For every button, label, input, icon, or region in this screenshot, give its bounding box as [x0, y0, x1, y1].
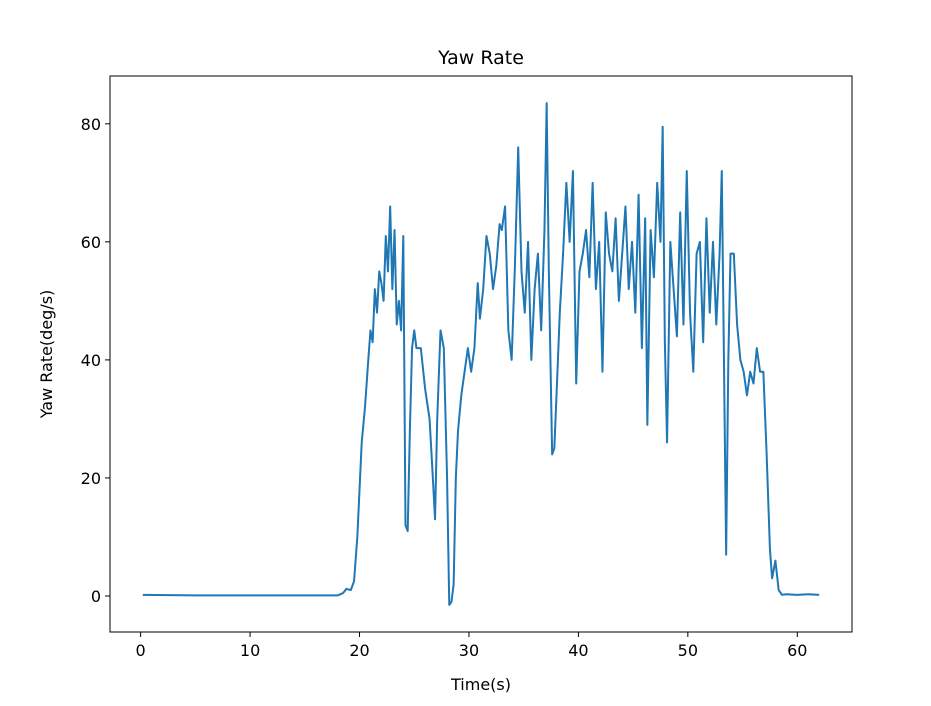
x-tick-label: 10 — [240, 641, 260, 660]
x-axis-label: Time(s) — [450, 675, 511, 694]
y-tick-label: 40 — [81, 351, 101, 370]
y-tick-label: 20 — [81, 469, 101, 488]
x-tick-label: 20 — [349, 641, 369, 660]
y-tick-label: 60 — [81, 233, 101, 252]
y-axis-label: Yaw Rate(deg/s) — [37, 290, 56, 420]
chart-title: Yaw Rate — [437, 47, 524, 69]
x-tick-label: 30 — [459, 641, 479, 660]
x-tick-label: 50 — [678, 641, 698, 660]
x-tick-label: 0 — [136, 641, 146, 660]
x-tick-label: 60 — [787, 641, 807, 660]
y-tick-label: 0 — [91, 587, 101, 606]
plot-frame — [109, 75, 853, 633]
y-tick-label: 80 — [81, 115, 101, 134]
x-tick-label: 40 — [568, 641, 588, 660]
data-line — [142, 102, 820, 606]
